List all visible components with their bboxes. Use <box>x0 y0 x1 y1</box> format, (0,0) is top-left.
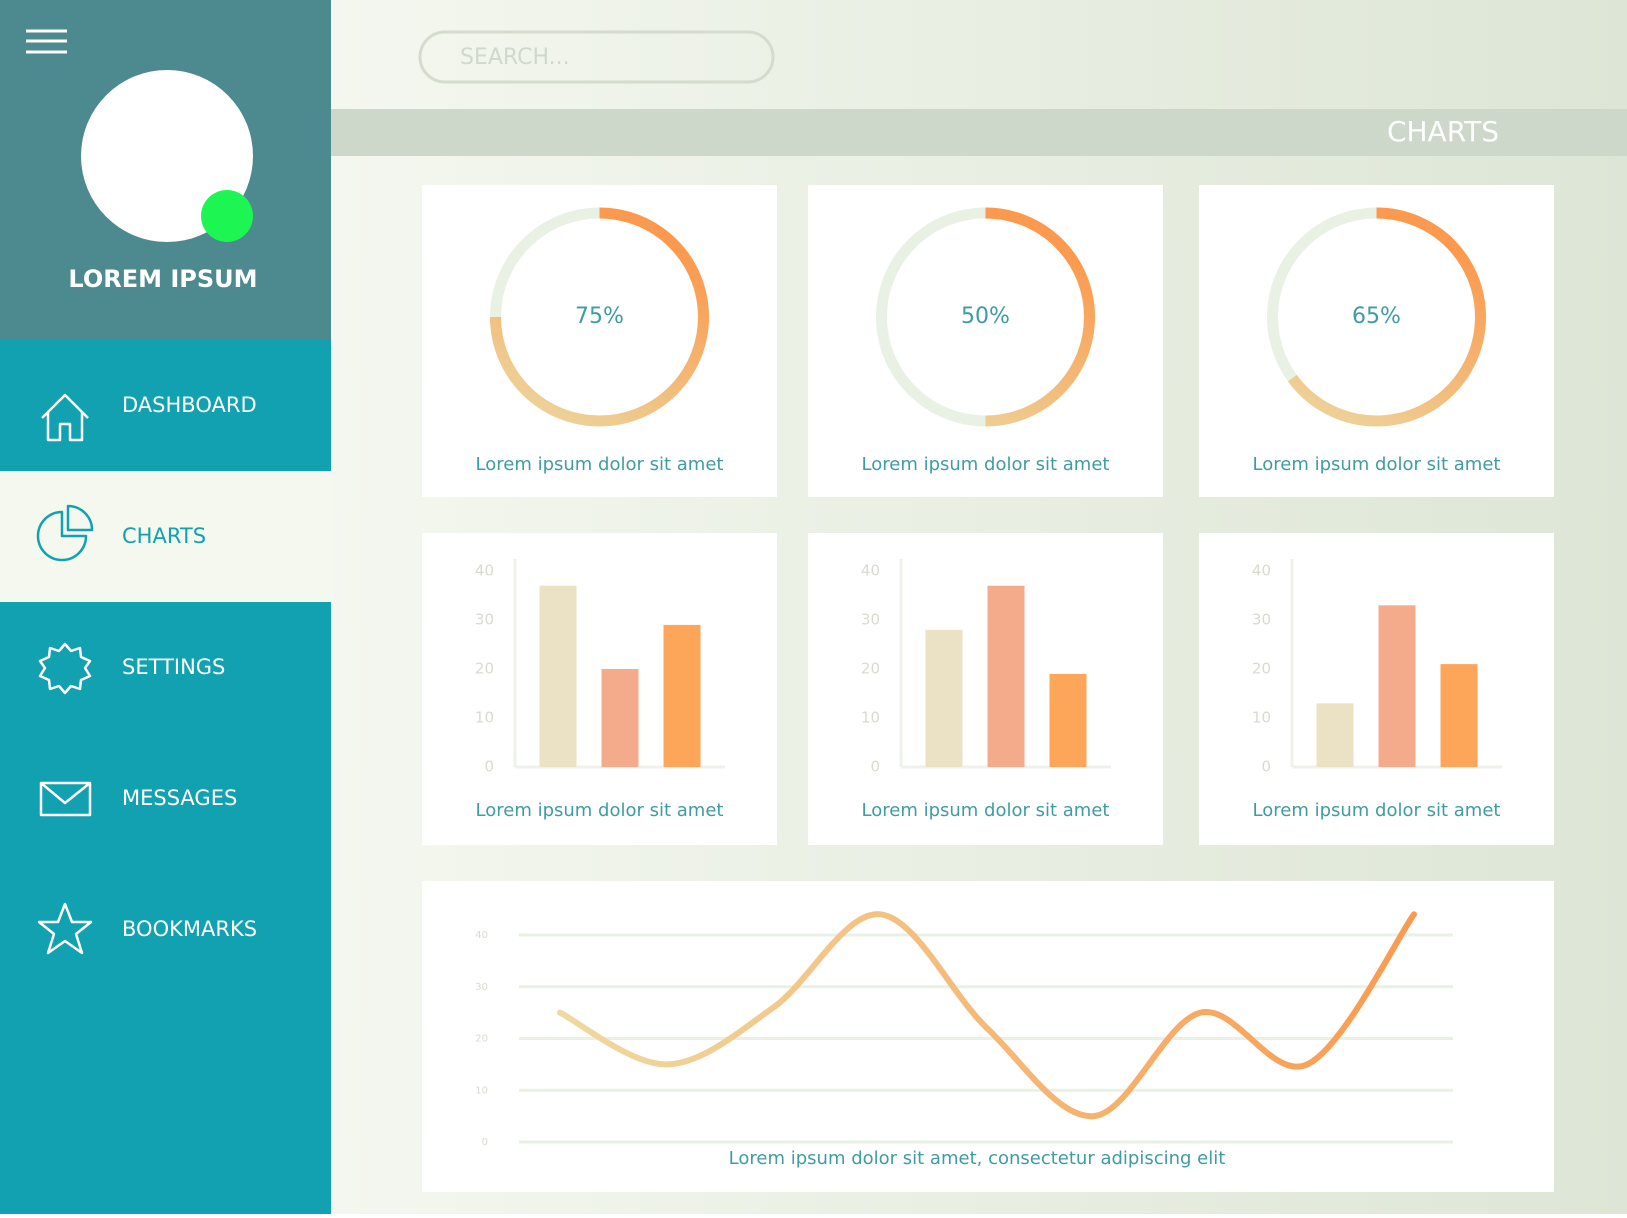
y-tick-label: 0 <box>484 758 494 776</box>
card-caption: Lorem ipsum dolor sit amet <box>1253 800 1501 821</box>
y-tick-label: 10 <box>1252 709 1271 727</box>
y-tick-label: 20 <box>475 1034 488 1045</box>
y-tick-label: 30 <box>475 982 488 993</box>
bar <box>1378 605 1416 767</box>
y-tick-label: 40 <box>861 562 880 580</box>
y-tick-label: 10 <box>861 709 880 727</box>
menu-item[interactable]: DASHBOARD <box>41 393 257 442</box>
bar <box>925 629 963 767</box>
y-tick-label: 40 <box>475 930 488 941</box>
menu-item[interactable]: MESSAGES <box>39 781 237 817</box>
header-bar <box>331 109 1627 156</box>
menu-label: SETTINGS <box>122 655 225 679</box>
header-title: CHARTS <box>1387 115 1499 148</box>
search-box[interactable] <box>418 30 775 84</box>
donut-label: 65% <box>1352 304 1401 329</box>
donut-label: 75% <box>575 304 624 329</box>
search-placeholder: SEARCH... <box>460 45 570 70</box>
menu-icon <box>37 902 93 955</box>
menu-label: CHARTS <box>122 524 206 548</box>
card-caption: Lorem ipsum dolor sit amet <box>476 800 724 821</box>
y-tick-label: 10 <box>475 1085 488 1096</box>
card <box>808 533 1163 845</box>
online-dot <box>201 190 253 242</box>
menu-item[interactable]: BOOKMARKS <box>37 902 257 955</box>
donut-arc <box>1287 207 1486 427</box>
hamburger[interactable] <box>26 29 67 54</box>
card <box>1199 185 1554 497</box>
menu-label: DASHBOARD <box>122 393 257 417</box>
y-tick-label: 40 <box>1252 562 1271 580</box>
y-tick-label: 0 <box>870 758 880 776</box>
menu-item[interactable]: SETTINGS <box>38 642 225 695</box>
menu-item[interactable]: CHARTS <box>0 471 331 602</box>
card-caption: Lorem ipsum dolor sit amet <box>1253 454 1501 475</box>
card <box>422 533 777 845</box>
menu-icon <box>36 504 94 562</box>
bar <box>987 585 1025 767</box>
menu-icon <box>39 781 92 817</box>
profile-name: LOREM IPSUM <box>68 265 257 293</box>
card <box>808 185 1163 497</box>
line-series <box>557 911 1417 1120</box>
card-caption: Lorem ipsum dolor sit amet, consectetur … <box>729 1148 1226 1169</box>
bar <box>601 669 639 767</box>
card-caption: Lorem ipsum dolor sit amet <box>862 454 1110 475</box>
y-tick-label: 30 <box>861 611 880 629</box>
menu-label: MESSAGES <box>122 786 237 810</box>
y-tick-label: 20 <box>475 660 494 678</box>
y-tick-label: 30 <box>1252 611 1271 629</box>
bar <box>1316 703 1354 767</box>
menu-active-bg <box>0 471 331 602</box>
menu-label: BOOKMARKS <box>122 917 257 941</box>
card <box>1199 533 1554 845</box>
card-caption: Lorem ipsum dolor sit amet <box>476 454 724 475</box>
y-tick-label: 20 <box>1252 660 1271 678</box>
card <box>422 881 1554 1192</box>
bar <box>1049 673 1087 767</box>
donut-arc <box>490 207 709 427</box>
y-tick-label: 30 <box>475 611 494 629</box>
donut-label: 50% <box>961 304 1010 329</box>
bar <box>663 624 701 767</box>
y-tick-label: 10 <box>475 709 494 727</box>
y-tick-label: 20 <box>861 660 880 678</box>
bar <box>1440 664 1478 767</box>
menu-icon <box>41 393 89 442</box>
menu-icon <box>38 642 92 695</box>
card-caption: Lorem ipsum dolor sit amet <box>862 800 1110 821</box>
donut-arc <box>985 207 1095 427</box>
y-tick-label: 0 <box>482 1137 488 1148</box>
card <box>422 185 777 497</box>
y-tick-label: 40 <box>475 562 494 580</box>
y-tick-label: 0 <box>1261 758 1271 776</box>
bar <box>539 585 577 767</box>
